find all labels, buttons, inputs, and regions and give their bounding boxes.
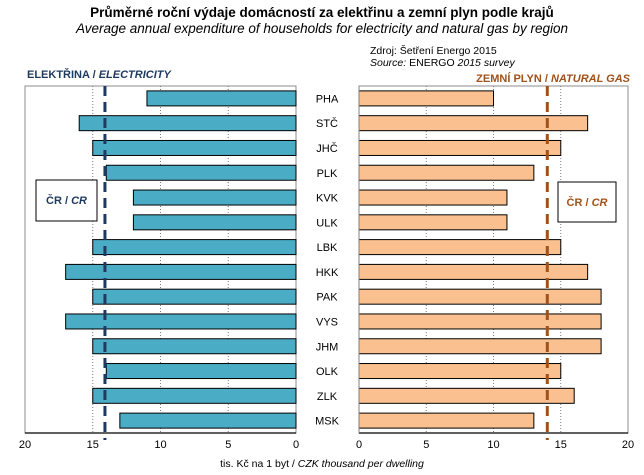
- category-label: PAK: [316, 292, 338, 304]
- electricity-bar-jhm: [92, 338, 297, 355]
- category-label: ULK: [316, 217, 338, 229]
- electricity-bar-vys: [65, 313, 297, 330]
- avg-label-cz: ČR /: [567, 196, 592, 209]
- gas-bar-pha: [358, 90, 494, 107]
- electricity-bar-jhč: [92, 139, 297, 156]
- gas-bar-zlk: [358, 387, 575, 404]
- category-label: OLK: [316, 366, 339, 378]
- avg-label-en: CR: [592, 197, 608, 209]
- electricity-tick-label: 15: [87, 439, 99, 451]
- gas-panel-title: ZEMNÍ PLYN / NATURAL GAS: [476, 73, 630, 85]
- electricity-bar-olk: [105, 363, 297, 380]
- gas-tick-label: 0: [356, 439, 362, 451]
- electricity-bar-msk: [119, 412, 297, 429]
- electricity-title-cz: ELEKTŘINA /: [27, 69, 99, 81]
- avg-label-cz: ČR /: [46, 194, 71, 207]
- electricity-bar-pha: [146, 90, 297, 107]
- gas-tick-label: 20: [622, 439, 634, 451]
- electricity-tick-label: 5: [225, 439, 231, 451]
- electricity-tick-label: 20: [19, 439, 31, 451]
- chart-title-cz: Průměrné roční výdaje domácností za elek…: [90, 5, 554, 20]
- gas-average-label: ČR / CR: [567, 196, 608, 209]
- electricity-bar-lbk: [92, 239, 297, 256]
- gas-bar-lbk: [358, 239, 562, 256]
- gas-bar-plk: [358, 164, 535, 181]
- gas-bar-stč: [358, 115, 589, 132]
- gas-title-en: NATURAL GAS: [550, 73, 630, 85]
- x-axis-label: tis. Kč na 1 byt / CZK thousand per dwel…: [0, 458, 644, 470]
- category-label: KVK: [316, 193, 339, 205]
- gas-bar-msk: [358, 412, 535, 429]
- electricity-bar-plk: [105, 164, 297, 181]
- category-label: VYS: [316, 316, 338, 328]
- gas-average-box: [557, 181, 617, 223]
- gas-bar-jhč: [358, 139, 562, 156]
- category-label: PHA: [316, 93, 339, 105]
- x-axis-label-cz: tis. Kč na 1 byt /: [220, 458, 298, 470]
- category-label: PLK: [317, 168, 338, 180]
- electricity-bar-stč: [78, 115, 297, 132]
- electricity-tick-label: 0: [293, 439, 299, 451]
- electricity-average-box: [35, 179, 98, 222]
- category-label: JHČ: [316, 142, 337, 155]
- electricity-bar-kvk: [132, 189, 297, 206]
- source-en-prefix: Source:: [370, 57, 410, 69]
- gas-bar-jhm: [358, 338, 602, 355]
- category-label: JHM: [316, 341, 339, 353]
- gas-title-cz: ZEMNÍ PLYN /: [476, 73, 551, 85]
- electricity-panel-title: ELEKTŘINA / ELECTRICITY: [27, 69, 171, 81]
- source-en: Source: ENERGO 2015 survey: [370, 57, 515, 69]
- gas-bar-olk: [358, 363, 562, 380]
- electricity-average-label: ČR / CR: [46, 194, 87, 207]
- gas-bar-hkk: [358, 263, 589, 280]
- gas-bar-pak: [358, 288, 602, 305]
- category-label: ZLK: [317, 391, 338, 403]
- gas-tick-label: 15: [555, 439, 567, 451]
- gas-bar-ulk: [358, 214, 508, 231]
- electricity-bar-pak: [92, 288, 297, 305]
- x-axis-label-en: CZK thousand per dwelling: [297, 458, 424, 470]
- gas-tick-label: 10: [487, 439, 499, 451]
- category-label: LBK: [317, 242, 338, 254]
- category-label: STČ: [316, 117, 338, 130]
- gas-tick-label: 5: [423, 439, 429, 451]
- chart-title-en: Average annual expenditure of households…: [75, 21, 569, 36]
- electricity-bar-zlk: [92, 387, 297, 404]
- gas-bar-kvk: [358, 189, 508, 206]
- electricity-title-en: ELECTRICITY: [98, 69, 171, 81]
- source-en-suffix: 2015 survey: [454, 57, 515, 69]
- electricity-bar-ulk: [132, 214, 297, 231]
- category-label: HKK: [316, 267, 339, 279]
- category-label: MSK: [315, 416, 340, 428]
- electricity-bar-hkk: [65, 263, 297, 280]
- electricity-tick-label: 10: [154, 439, 166, 451]
- source-en-body: ENERGO: [409, 57, 455, 69]
- gas-bar-vys: [358, 313, 602, 330]
- avg-label-en: CR: [71, 195, 87, 207]
- source-cz: Zdroj: Šetření Energo 2015: [370, 45, 497, 57]
